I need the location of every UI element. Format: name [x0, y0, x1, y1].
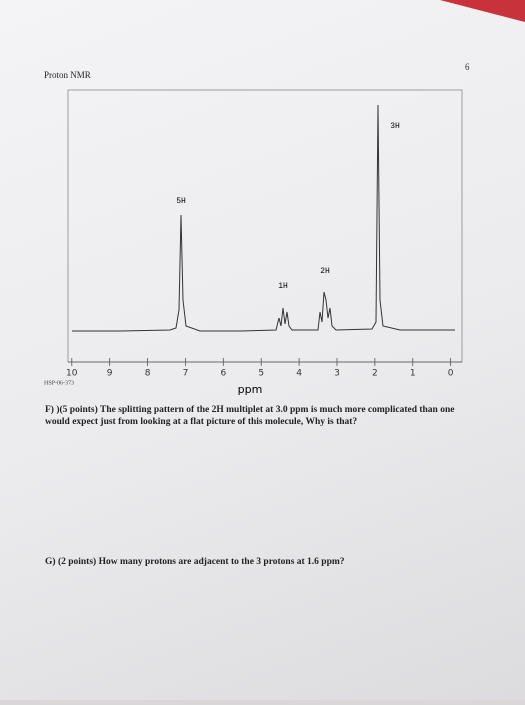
x-tick-label: 4 [296, 369, 302, 379]
x-tick-label: 7 [183, 369, 189, 379]
x-tick-label: 3 [334, 369, 340, 379]
x-tick-label: 10 [66, 369, 78, 379]
question: F) )(5 points) The splitting pattern of … [45, 404, 475, 428]
x-tick-label: 5 [258, 369, 264, 379]
question-label: G) [45, 557, 56, 567]
x-axis: 10 9 8 7 6 5 4 3 2 1 0 [66, 358, 462, 379]
x-tick-label: 6 [220, 369, 226, 379]
peak-label: 1H [278, 282, 288, 291]
peak-label: 5H [176, 197, 186, 206]
figure-code: HSP-06-373 [44, 380, 74, 386]
question-text: )(5 points) The splitting pattern of the… [45, 405, 455, 427]
x-tick-label: 2 [372, 369, 378, 379]
peak-label: 3H [390, 122, 400, 131]
figure-title: Proton NMR [44, 70, 91, 80]
x-tick-label: 9 [107, 369, 113, 379]
x-axis-label: ppm [238, 383, 263, 396]
question-text: (2 points) How many protons are adjacent… [57, 557, 345, 567]
plot-frame [67, 89, 463, 363]
question-label: F) [45, 405, 54, 415]
x-tick-label: 0 [448, 369, 454, 379]
peak-label: 2H [320, 267, 330, 276]
spectrum-trace [72, 104, 455, 332]
x-tick-label: 8 [145, 369, 151, 379]
x-tick-label: 1 [410, 369, 416, 379]
page-number: 6 [465, 62, 470, 72]
question: G) (2 points) How many protons are adjac… [45, 556, 475, 568]
corner [440, 0, 525, 22]
